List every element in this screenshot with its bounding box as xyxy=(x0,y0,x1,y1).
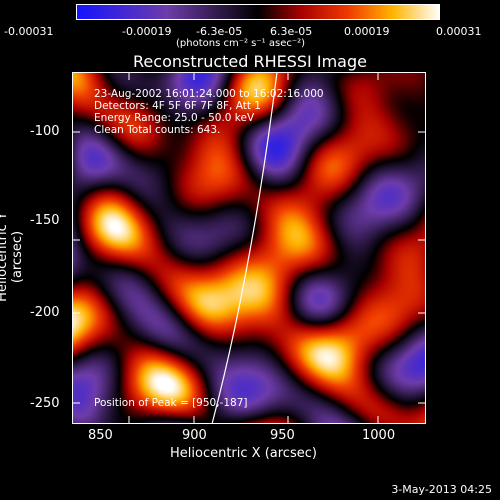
colorbar xyxy=(76,4,440,20)
x-tick-label: 950 xyxy=(270,428,295,443)
image-title: Reconstructed RHESSI Image xyxy=(133,52,367,71)
info-energy: Energy Range: 25.0 - 50.0 keV xyxy=(94,112,255,124)
rhessi-image xyxy=(72,72,426,424)
info-clean: Clean Total counts: 643. xyxy=(94,124,221,136)
y-tick-label: -250 xyxy=(30,396,60,411)
colorbar-tick: -6.3e-05 xyxy=(196,25,243,38)
date-stamp: 3-May-2013 04:25 xyxy=(391,483,492,496)
x-axis-label: Heliocentric X (arcsec) xyxy=(170,446,317,461)
colorbar-tick: 0.00019 xyxy=(344,25,390,38)
x-tick-label: 900 xyxy=(182,428,207,443)
colorbar-unit: (photons cm⁻² s⁻¹ asec⁻²) xyxy=(176,38,306,49)
image-canvas xyxy=(73,73,425,423)
x-tick-label: 850 xyxy=(88,428,113,443)
info-detectors: Detectors: 4F 5F 6F 7F 8F, Att 1 xyxy=(94,100,261,112)
y-tick-label: -100 xyxy=(30,124,60,139)
x-tick-label: 1000 xyxy=(362,428,396,443)
solar-limb xyxy=(211,72,278,424)
info-time: 23-Aug-2002 16:01:24.000 to 16:02:16.000 xyxy=(94,88,324,100)
colorbar-frame xyxy=(76,4,440,20)
colorbar-tick: 6.3e-05 xyxy=(270,25,313,38)
peak-position: Position of Peak = [950,-187] xyxy=(94,397,248,409)
axis-ticks xyxy=(72,72,426,424)
colorbar-tick: 0.00031 xyxy=(436,25,482,38)
y-tick-label: -150 xyxy=(30,213,60,228)
y-tick-label: -200 xyxy=(30,305,60,320)
colorbar-tick: -0.00019 xyxy=(122,25,172,38)
colorbar-tick: -0.00031 xyxy=(4,25,54,38)
y-axis-label: Heliocentric Y (arcsec) xyxy=(0,212,25,302)
